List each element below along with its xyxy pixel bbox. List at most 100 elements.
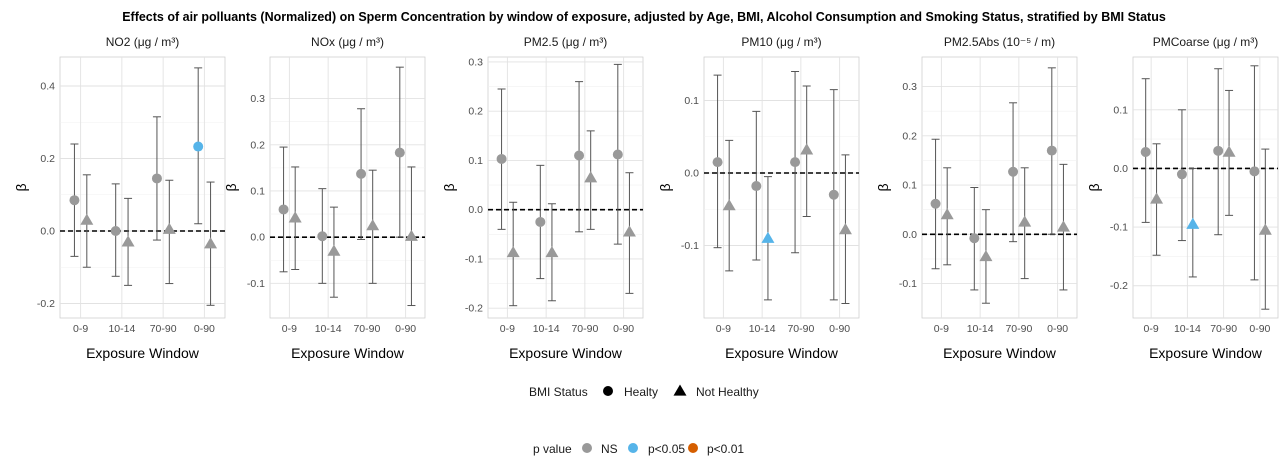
- data-point: [506, 246, 520, 258]
- y-tick-label: 0.4: [40, 81, 55, 93]
- series-not-healthy: [288, 166, 418, 307]
- legend-label: Healty: [624, 385, 658, 399]
- x-tick-label: 0-90: [395, 323, 416, 335]
- y-tick-label: -0.2: [37, 298, 55, 310]
- data-point: [940, 208, 954, 220]
- y-tick-label: 0.2: [902, 130, 917, 142]
- y-tick-label: 0.1: [468, 155, 483, 167]
- y-tick-label: 0.0: [1113, 163, 1128, 175]
- series-healthy: [69, 67, 204, 277]
- y-axis-label: β: [875, 183, 891, 191]
- data-point: [69, 195, 80, 206]
- y-tick-label: -0.1: [1110, 222, 1128, 234]
- panel-title: PM2.5Abs (10⁻⁵ / m): [944, 35, 1055, 49]
- data-point: [151, 173, 162, 184]
- data-point: [404, 229, 418, 241]
- y-tick-label: -0.1: [465, 253, 483, 265]
- x-axis-label: Exposure Window: [725, 345, 839, 361]
- data-point: [1249, 166, 1260, 177]
- panel-3: -0.2 -0.1 0.0 0.1 0.2 0.3 0-9 10-14 70-90 0-90 PM2…: [441, 35, 644, 361]
- data-point: [394, 147, 405, 158]
- plot-area: [1132, 56, 1279, 319]
- x-tick-label: 0-9: [282, 323, 297, 335]
- data-point: [496, 153, 507, 164]
- data-point: [204, 237, 218, 249]
- y-axis-label: β: [441, 183, 457, 191]
- data-point: [317, 231, 328, 242]
- x-tick-label: 10-14: [749, 323, 776, 335]
- series-not-healthy: [722, 85, 852, 304]
- x-axis-label: Exposure Window: [943, 345, 1057, 361]
- data-point: [110, 226, 121, 236]
- series-not-healthy: [940, 163, 1070, 304]
- y-tick-label: 0.3: [902, 81, 917, 93]
- data-point: [712, 157, 723, 168]
- data-point: [584, 171, 598, 183]
- y-tick-label: 0.2: [250, 139, 265, 151]
- data-point: [828, 189, 839, 200]
- x-axis-label: Exposure Window: [1149, 345, 1263, 361]
- x-tick-label: 10-14: [315, 323, 342, 335]
- data-point: [1258, 223, 1272, 235]
- data-point: [979, 249, 993, 262]
- y-tick-label: 0.2: [468, 106, 483, 118]
- y-tick-label: 0.0: [684, 168, 699, 180]
- panel-4: -0.1 0.0 0.1 0-9 10-14 70-90 0-90 PM10 (μg / m³…: [657, 35, 860, 361]
- panel-title: PM10 (μg / m³): [741, 35, 821, 49]
- panel-title: NO2 (μg / m³): [106, 35, 180, 49]
- x-tick-label: 0-9: [73, 323, 88, 335]
- data-point: [838, 223, 852, 235]
- legend-key-circle: [603, 386, 613, 396]
- x-tick-label: 10-14: [1174, 323, 1201, 335]
- data-point: [162, 222, 176, 234]
- x-tick-label: 70-90: [150, 323, 177, 335]
- x-tick-label: 0-90: [194, 323, 215, 335]
- legend-title: p value: [533, 442, 572, 456]
- x-tick-label: 0-9: [500, 323, 515, 335]
- color-legend: p value NS p<0.05 p<0.01: [533, 442, 744, 456]
- legend-key-color: [628, 443, 638, 453]
- data-point: [722, 199, 736, 211]
- x-tick-label: 70-90: [1210, 323, 1237, 335]
- x-tick-label: 0-90: [613, 323, 634, 335]
- data-point: [574, 150, 585, 161]
- x-tick-label: 10-14: [108, 323, 135, 335]
- data-point: [622, 225, 636, 237]
- legend-label: p<0.05: [648, 442, 685, 456]
- data-point: [278, 204, 289, 215]
- x-tick-label: 10-14: [967, 323, 994, 335]
- y-tick-label: -0.1: [247, 278, 265, 290]
- data-point: [969, 233, 980, 244]
- data-point: [366, 219, 380, 231]
- legend-key-triangle: [673, 384, 687, 396]
- x-tick-label: 70-90: [353, 323, 380, 335]
- legend-key-color: [582, 443, 592, 453]
- panel-title: PMCoarse (μg / m³): [1153, 35, 1259, 49]
- series-healthy: [1140, 65, 1260, 281]
- y-tick-label: 0.0: [902, 229, 917, 241]
- x-tick-label: 70-90: [571, 323, 598, 335]
- data-point: [1046, 145, 1057, 156]
- panel-2: -0.1 0.0 0.1 0.2 0.3 0-9 10-14 70-90 0-90 NOx (μg…: [223, 35, 426, 361]
- y-tick-label: 0.3: [468, 56, 483, 68]
- data-point: [1186, 217, 1200, 229]
- data-point: [535, 216, 546, 227]
- plot-area: [269, 56, 426, 319]
- y-tick-label: 0.1: [902, 180, 917, 192]
- data-point: [545, 246, 559, 258]
- data-point: [1213, 145, 1224, 156]
- y-axis-label: β: [223, 183, 239, 191]
- plot-area: [487, 56, 644, 319]
- series-not-healthy: [80, 174, 218, 306]
- x-tick-label: 70-90: [1005, 323, 1032, 335]
- legend-label: Not Healthy: [696, 385, 759, 399]
- data-point: [121, 235, 135, 247]
- y-tick-label: -0.1: [681, 240, 699, 252]
- data-point: [1176, 169, 1187, 180]
- y-tick-label: 0.0: [40, 226, 55, 238]
- x-tick-label: 0-9: [934, 323, 949, 335]
- data-point: [1008, 166, 1019, 177]
- data-point: [800, 143, 814, 155]
- legend-title: BMI Status: [529, 385, 588, 399]
- y-axis-label: β: [1086, 183, 1102, 191]
